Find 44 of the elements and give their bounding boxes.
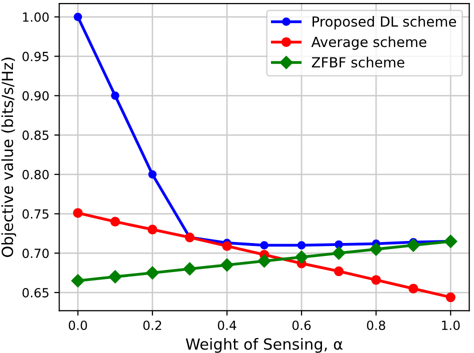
point	[371, 275, 381, 285]
point	[408, 284, 418, 294]
point	[110, 216, 120, 227]
point	[220, 258, 234, 272]
x-tick-label: 0.2	[143, 320, 162, 330]
point	[334, 240, 343, 249]
y-axis-title: Objective value (bits/s/Hz)	[1, 58, 16, 257]
legend-label: ZFBF scheme	[312, 56, 404, 68]
point	[146, 266, 160, 280]
x-axis-title: Weight of Sensing, α	[186, 338, 342, 353]
y-tick-label: 0.90	[22, 91, 49, 101]
x-tick-label: 0.0	[68, 320, 87, 330]
y-tick-label: 0.95	[22, 52, 48, 62]
point	[73, 208, 83, 218]
y-tick-label: 0.65	[22, 288, 48, 298]
point	[110, 91, 120, 100]
x-tick-label: 0.4	[218, 320, 236, 330]
point	[74, 12, 82, 22]
point	[294, 250, 308, 264]
y-tick-label: 0.80	[22, 170, 49, 180]
y-tick-label: 1.00	[23, 12, 49, 22]
legend-label: Average scheme	[311, 36, 426, 50]
point	[148, 170, 157, 179]
x-tick-label: 1.0	[442, 320, 460, 330]
point	[334, 266, 344, 276]
point	[446, 292, 456, 302]
point	[71, 274, 84, 288]
y-tick-label: 0.85	[22, 130, 48, 140]
point	[108, 270, 122, 284]
point	[148, 224, 158, 234]
point	[444, 234, 458, 248]
x-tick-label: 0.6	[292, 320, 311, 330]
y-tick-label: 0.75	[22, 209, 48, 219]
point	[297, 241, 306, 250]
point	[260, 241, 268, 250]
point	[332, 246, 346, 260]
legend-label: Proposed DL scheme	[312, 16, 456, 30]
point	[406, 238, 420, 252]
point	[222, 241, 232, 251]
point	[183, 262, 196, 276]
x-tick-label: 0.8	[366, 320, 386, 330]
y-tick-label: 0.70	[22, 248, 49, 258]
point	[369, 242, 383, 256]
point	[258, 254, 271, 268]
